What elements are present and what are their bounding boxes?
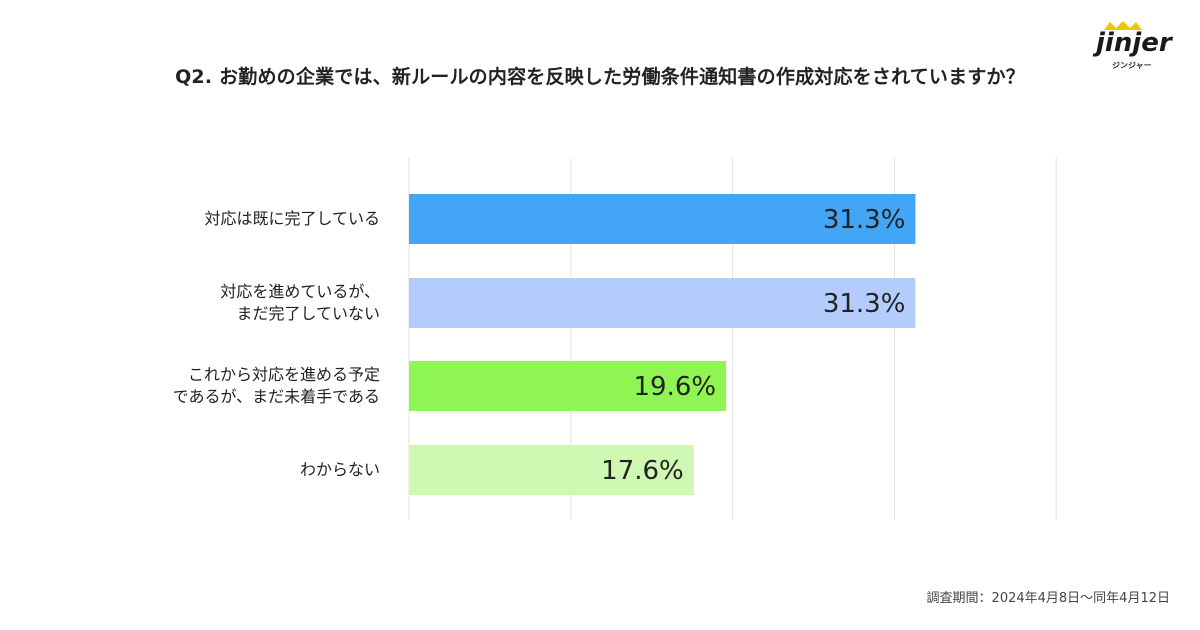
bar [409,194,916,244]
category-label: 対応は既に完了している [204,209,380,228]
logo-crown-icon [1104,21,1142,30]
bar-value-label: 19.6% [634,372,717,402]
category-label: これから対応を進める予定 であるが、まだ未着手である [172,365,380,406]
logo-wordmark: jinjer [1096,28,1172,58]
chart-title: Q2. お勤めの企業では、新ルールの内容を反映した労働条件通知書の作成対応をされ… [175,66,1025,88]
bar [409,445,694,495]
logo-subtitle: ジンジャー [1112,61,1152,70]
bar [409,361,727,411]
category-label: 対応を進めているが、 まだ完了していない [220,282,380,323]
survey-period: 調査期間：2024年4月8日〜同年4月12日 [926,591,1170,606]
bar [409,278,916,328]
bar-value-label: 31.3% [823,205,906,235]
bar-value-label: 17.6% [601,456,684,486]
jinjer-logo: jinjer ジンジャー [1088,18,1178,74]
category-label: わからない [299,460,380,479]
bar-value-label: 31.3% [823,289,906,319]
